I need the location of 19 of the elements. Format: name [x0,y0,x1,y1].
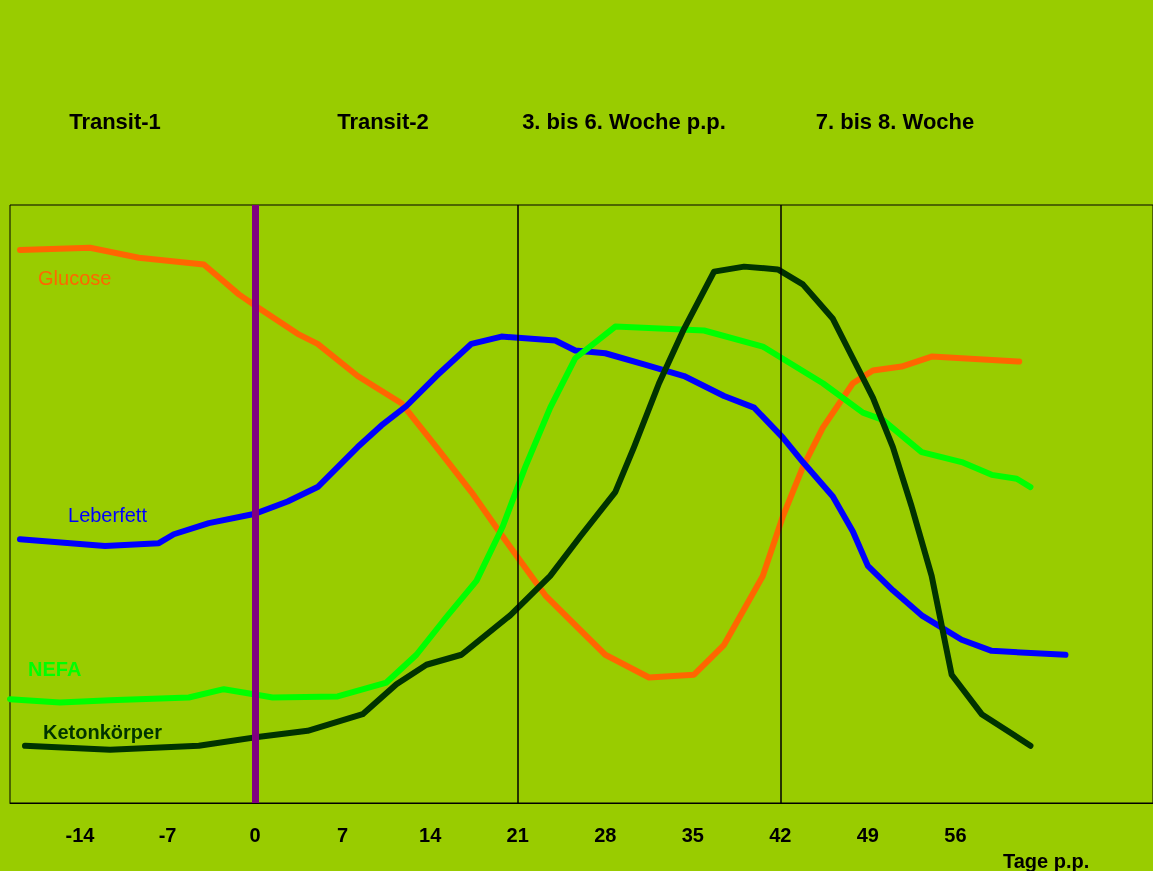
x-tick-label: 28 [594,824,617,846]
x-tick-label: 35 [681,824,704,846]
x-tick-label: 21 [506,824,529,846]
text: 3. bis 6. Woche p.p. [522,108,726,134]
series-label: NEFA [28,658,82,681]
x-tick-label: -14 [65,824,96,846]
text: Transit-1 [69,108,161,134]
text: 7. bis 8. Woche [815,108,975,134]
series-label: Leberfett [68,504,148,527]
series-label: Glucose [38,266,112,289]
text: Transit-2 [337,108,429,134]
x-tick-label: 7 [337,824,349,846]
x-tick-label: 49 [856,824,879,846]
x-tick-label: -7 [158,824,177,846]
x-tick-label: 56 [944,824,967,846]
x-tick-label: 42 [769,824,792,846]
x-tick-label: 0 [249,824,261,846]
x-tick-label: 14 [419,824,443,846]
series-label: Ketonkörper [43,720,163,743]
